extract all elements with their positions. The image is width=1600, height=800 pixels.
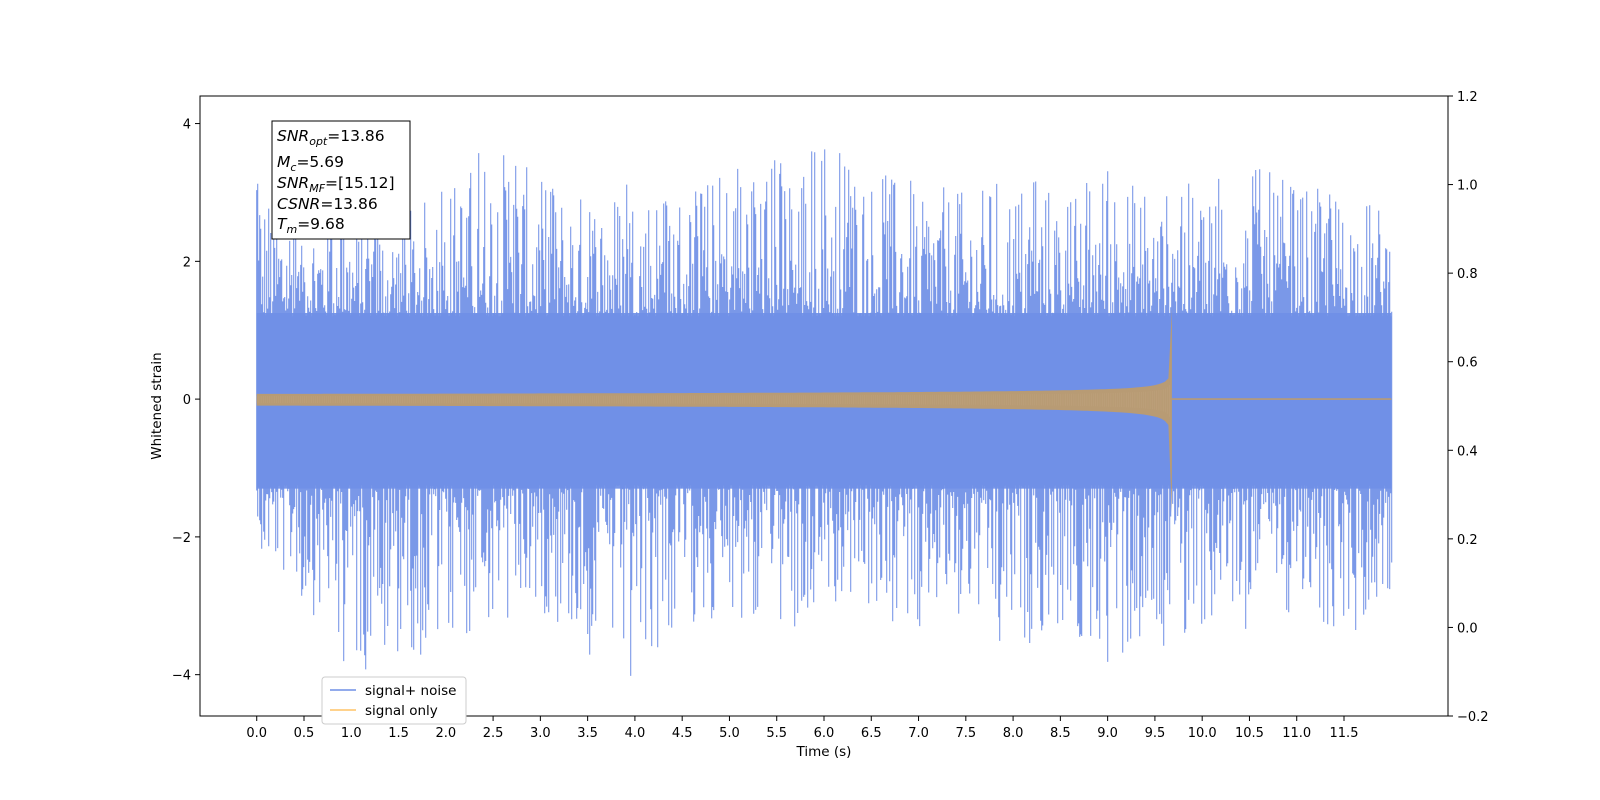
y2-tick-label: 0.6 — [1457, 356, 1478, 371]
x-tick-label: 9.0 — [1097, 726, 1118, 741]
legend-label-signal-plus-noise: signal+ noise — [365, 683, 456, 699]
x-tick-label: 4.0 — [625, 726, 646, 741]
x-tick-label: 7.0 — [908, 726, 929, 741]
x-tick-label: 8.5 — [1050, 726, 1071, 741]
info-box: SNRopt=13.86 Mc=5.69SNRMF=[15.12]CSNR=13.… — [271, 120, 411, 240]
x-tick-label: 5.5 — [766, 726, 787, 741]
x-axis-label: Time (s) — [796, 744, 852, 760]
x-tick-label: 2.0 — [435, 726, 456, 741]
y2-tick-label: 1.2 — [1457, 90, 1478, 105]
y-tick-label: −4 — [172, 669, 191, 684]
y2-tick-label: −0.2 — [1457, 710, 1489, 725]
y-tick-label: 2 — [183, 255, 191, 270]
info-line: SNRopt=13.86 — [277, 127, 385, 148]
x-tick-label: 6.0 — [814, 726, 835, 741]
info-line: SNRMF=[15.12] — [277, 174, 395, 195]
legend: signal+ noise signal only — [321, 676, 467, 725]
x-tick-label: 0.0 — [246, 726, 267, 741]
y2-tick-label: 0.4 — [1457, 444, 1478, 459]
x-axis: 0.0 0.5 1.0 1.5 2.0 2.5 3.0 3.5 4.0 4.5 5.0 5.5 6.0 6… — [246, 716, 1358, 741]
x-tick-label: 4.5 — [672, 726, 693, 741]
legend-frame — [321, 676, 467, 725]
signal-only-oscillation — [256, 385, 1170, 417]
x-tick-label: 6.5 — [861, 726, 882, 741]
x-tick-label: 0.5 — [294, 726, 315, 741]
x-tick-label: 8.0 — [1003, 726, 1024, 741]
x-tick-label: 1.0 — [341, 726, 362, 741]
y-axis: 4 2 0 −2 −4 — [172, 118, 200, 684]
y2-tick-label: 0.0 — [1457, 621, 1478, 636]
signal-plus-noise-series — [256, 149, 1393, 676]
x-tick-label: 5.0 — [719, 726, 740, 741]
y-axis-label: Whitened strain — [149, 352, 165, 459]
y-tick-label: 0 — [183, 393, 191, 408]
x-tick-label: 11.5 — [1330, 726, 1359, 741]
x-tick-label: 3.5 — [577, 726, 598, 741]
x-tick-label: 3.0 — [530, 726, 551, 741]
info-line: Tm=9.68 — [277, 215, 345, 236]
y2-tick-label: 0.2 — [1457, 533, 1478, 548]
secondary-y-axis: 1.2 1.0 0.8 0.6 0.4 0.2 0.0 −0.2 — [1448, 90, 1489, 725]
x-tick-label: 10.0 — [1188, 726, 1217, 741]
y-tick-label: −2 — [172, 531, 191, 546]
x-tick-label: 2.5 — [483, 726, 504, 741]
x-tick-label: 11.0 — [1282, 726, 1311, 741]
info-line: CSNR=13.86 — [277, 195, 378, 213]
info-box-frame — [271, 120, 411, 240]
legend-label-signal-only: signal only — [365, 703, 438, 719]
x-tick-label: 1.5 — [388, 726, 409, 741]
y2-tick-label: 1.0 — [1457, 179, 1478, 194]
signal-plus-noise-trace — [256, 149, 1393, 676]
info-line: Mc=5.69 — [277, 153, 344, 174]
x-tick-label: 9.5 — [1145, 726, 1166, 741]
y-tick-label: 4 — [183, 118, 191, 133]
x-tick-label: 10.5 — [1235, 726, 1264, 741]
signal-only-series — [256, 309, 1392, 513]
y2-tick-label: 0.8 — [1457, 267, 1478, 282]
x-tick-label: 7.5 — [955, 726, 976, 741]
